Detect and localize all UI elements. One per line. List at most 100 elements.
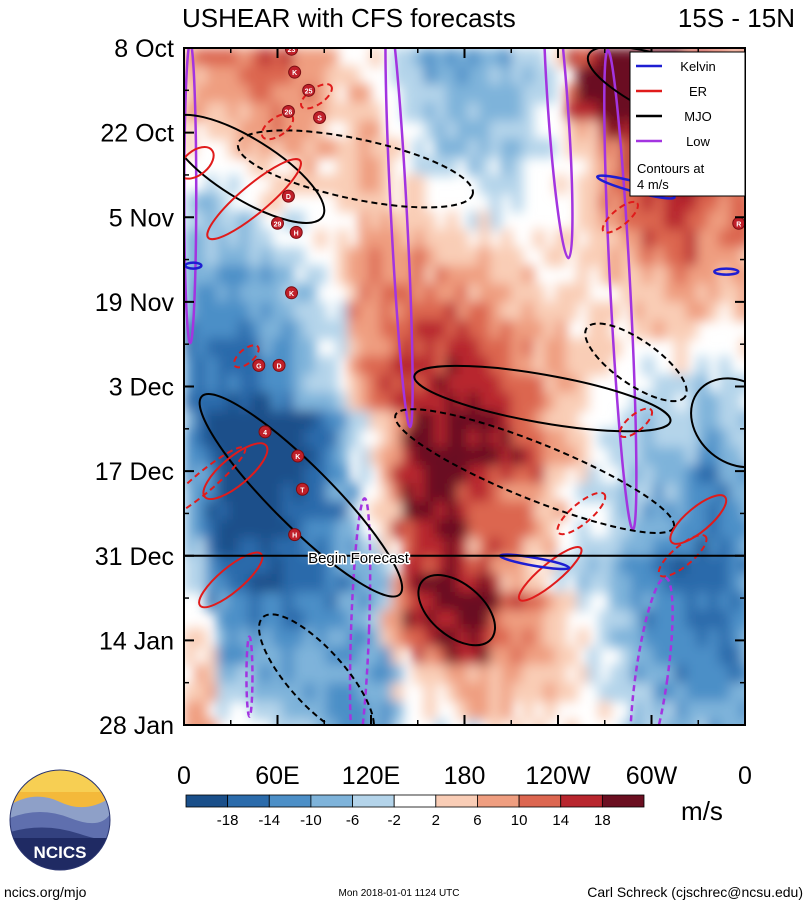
shading-cell — [642, 628, 655, 648]
shading-cell — [674, 610, 687, 630]
shading-cell — [598, 700, 611, 720]
shading-cell — [216, 410, 229, 430]
shading-cell — [587, 320, 600, 340]
shading-cell — [445, 428, 458, 448]
shading-cell — [620, 48, 633, 68]
shading-cell — [489, 338, 502, 358]
shading-cell — [609, 120, 622, 140]
shading-cell — [282, 555, 295, 575]
shading-cell — [347, 120, 360, 140]
shading-cell — [271, 66, 284, 86]
shading-cell — [325, 174, 338, 195]
shading-cell — [293, 392, 305, 412]
shading-cell — [194, 247, 207, 267]
shading-cell — [522, 483, 535, 503]
storm-marker: K — [291, 449, 305, 463]
shading-cell — [413, 519, 425, 539]
shading-cell — [184, 700, 196, 720]
shading-cell — [456, 483, 469, 503]
shading-cell — [456, 700, 469, 720]
shading-cell — [642, 465, 655, 485]
shading-cell — [184, 718, 196, 725]
shading-cell — [522, 320, 535, 340]
shading-cell — [325, 519, 338, 539]
shading-cell — [325, 682, 338, 702]
shading-cell — [347, 84, 360, 104]
shading-cell — [478, 537, 491, 557]
shading-cell — [478, 628, 491, 648]
shading-cell — [282, 66, 295, 86]
shading-cell — [293, 592, 305, 612]
shading-cell — [489, 700, 502, 720]
shading-cell — [685, 628, 698, 648]
shading-cell — [587, 211, 600, 231]
shading-cell — [478, 446, 491, 467]
shading-cell — [642, 573, 655, 594]
shading-cell — [194, 446, 207, 467]
shading-cell — [434, 646, 447, 666]
shading-cell — [205, 392, 218, 412]
shading-cell — [358, 646, 371, 666]
shading-cell — [456, 265, 469, 285]
shading-cell — [478, 102, 491, 122]
shading-cell — [631, 410, 644, 430]
shading-cell — [194, 664, 207, 684]
shading-cell — [238, 265, 251, 285]
shading-cell — [347, 501, 360, 521]
shading-cell — [696, 465, 709, 485]
shading-cell — [522, 374, 535, 394]
shading-cell — [369, 592, 382, 612]
shading-cell — [413, 338, 425, 358]
shading-cell — [282, 84, 295, 104]
shading-cell — [380, 501, 393, 521]
shading-cell — [336, 483, 349, 503]
shading-cell — [434, 66, 447, 86]
legend-label-kelvin: Kelvin — [680, 59, 715, 74]
shading-cell — [325, 138, 338, 158]
shading-cell — [282, 338, 295, 358]
shading-cell — [642, 320, 655, 340]
shading-cell — [674, 211, 687, 231]
shading-cell — [445, 465, 458, 485]
shading-cell — [467, 374, 480, 394]
shading-cell — [402, 483, 415, 503]
shading-cell — [740, 646, 745, 666]
shading-cell — [642, 700, 655, 720]
shading-cell — [336, 428, 349, 448]
storm-symbol — [313, 111, 327, 125]
shading-cell — [216, 356, 229, 376]
shading-cell — [358, 374, 371, 394]
shading-cell — [314, 265, 327, 285]
shading-cell — [434, 138, 447, 158]
shading-cell — [489, 174, 502, 195]
shading-cell — [380, 193, 393, 213]
shading-cell — [249, 66, 262, 86]
shading-cell — [576, 519, 589, 539]
shading-cell — [587, 664, 600, 684]
shading-cell — [227, 229, 240, 249]
shading-cell — [674, 301, 687, 322]
shading-cell — [336, 174, 349, 195]
shading-cell — [500, 537, 513, 557]
shading-cell — [434, 555, 447, 575]
shading-cell — [347, 193, 360, 213]
shading-cell — [391, 428, 404, 448]
shading-cell — [707, 229, 720, 249]
shading-cell — [674, 501, 687, 521]
shading-cell — [194, 573, 207, 594]
shading-cell — [391, 410, 404, 430]
shading-cell — [380, 138, 393, 158]
shading-cell — [500, 301, 513, 322]
shading-cell — [358, 120, 371, 140]
shading-cell — [489, 628, 502, 648]
shading-cell — [413, 410, 425, 430]
shading-cell — [391, 465, 404, 485]
shading-cell — [249, 537, 262, 557]
shading-cell — [522, 446, 535, 467]
storm-label: D — [286, 194, 291, 201]
shading-cell — [533, 537, 545, 557]
shading-cell — [358, 610, 371, 630]
colorbar-label: 18 — [594, 812, 611, 829]
shading-cell — [434, 537, 447, 557]
